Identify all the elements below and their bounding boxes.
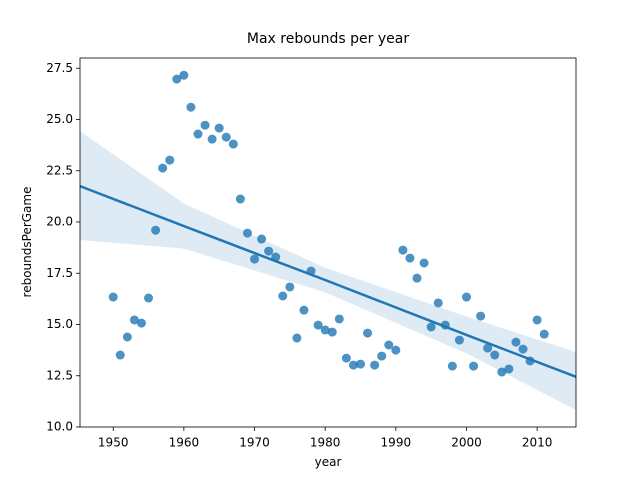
point <box>165 155 175 165</box>
y-tick-label: 27.5 <box>46 61 73 75</box>
point <box>235 194 245 204</box>
point <box>419 258 429 268</box>
point <box>200 120 210 130</box>
point <box>108 292 118 302</box>
point <box>532 315 542 325</box>
y-tick-label: 12.5 <box>46 368 73 382</box>
point <box>115 350 125 360</box>
point <box>151 225 161 235</box>
point <box>518 344 528 354</box>
point <box>320 325 330 335</box>
point <box>136 318 146 328</box>
point <box>299 305 309 315</box>
point <box>391 345 401 355</box>
y-tick-label: 17.5 <box>46 266 73 280</box>
x-tick-label: 1980 <box>310 436 341 450</box>
point <box>348 360 358 370</box>
point <box>461 292 471 302</box>
point <box>144 293 154 303</box>
point <box>221 132 231 142</box>
y-tick-label: 10.0 <box>46 420 73 434</box>
x-tick-label: 2000 <box>451 436 482 450</box>
point <box>172 74 182 84</box>
point <box>497 367 507 377</box>
y-tick-label: 15.0 <box>46 317 73 331</box>
point <box>214 123 224 133</box>
x-tick-label: 1950 <box>98 436 129 450</box>
point <box>334 314 344 324</box>
point <box>426 322 436 332</box>
point <box>363 328 373 338</box>
regression-line <box>79 184 577 378</box>
y-axis-label: reboundsPerGame <box>20 187 34 298</box>
confidence-band <box>80 131 576 410</box>
point <box>250 254 260 264</box>
point <box>193 129 203 139</box>
point <box>476 311 486 321</box>
point <box>257 234 267 244</box>
point <box>384 340 394 350</box>
point <box>483 343 493 353</box>
point <box>412 273 422 283</box>
point <box>511 337 521 347</box>
point <box>405 253 415 263</box>
point <box>179 70 189 80</box>
point <box>356 359 366 369</box>
point <box>447 361 457 371</box>
point <box>454 335 464 345</box>
x-tick-label: 1960 <box>169 436 200 450</box>
point <box>264 246 274 256</box>
point <box>539 329 549 339</box>
point <box>327 327 337 337</box>
point <box>469 361 479 371</box>
x-tick-label: 1990 <box>381 436 412 450</box>
y-tick-label: 20.0 <box>46 215 73 229</box>
point <box>207 134 217 144</box>
point <box>377 351 387 361</box>
point <box>341 353 351 363</box>
y-tick-label: 22.5 <box>46 163 73 177</box>
point <box>158 163 168 173</box>
x-axis-label: year <box>315 455 342 469</box>
y-tick-label: 25.0 <box>46 112 73 126</box>
point <box>242 228 252 238</box>
x-tick-label: 2010 <box>522 436 553 450</box>
axes-frame <box>79 57 577 428</box>
point <box>398 245 408 255</box>
point <box>490 350 500 360</box>
point <box>370 360 380 370</box>
point <box>122 332 132 342</box>
point <box>186 102 196 112</box>
point <box>292 333 302 343</box>
chart-title: Max rebounds per year <box>247 31 409 47</box>
point <box>285 282 295 292</box>
point <box>313 320 323 330</box>
point <box>278 291 288 301</box>
point <box>129 315 139 325</box>
point <box>433 298 443 308</box>
point <box>504 364 514 374</box>
x-tick-label: 1970 <box>239 436 270 450</box>
point <box>228 139 238 149</box>
